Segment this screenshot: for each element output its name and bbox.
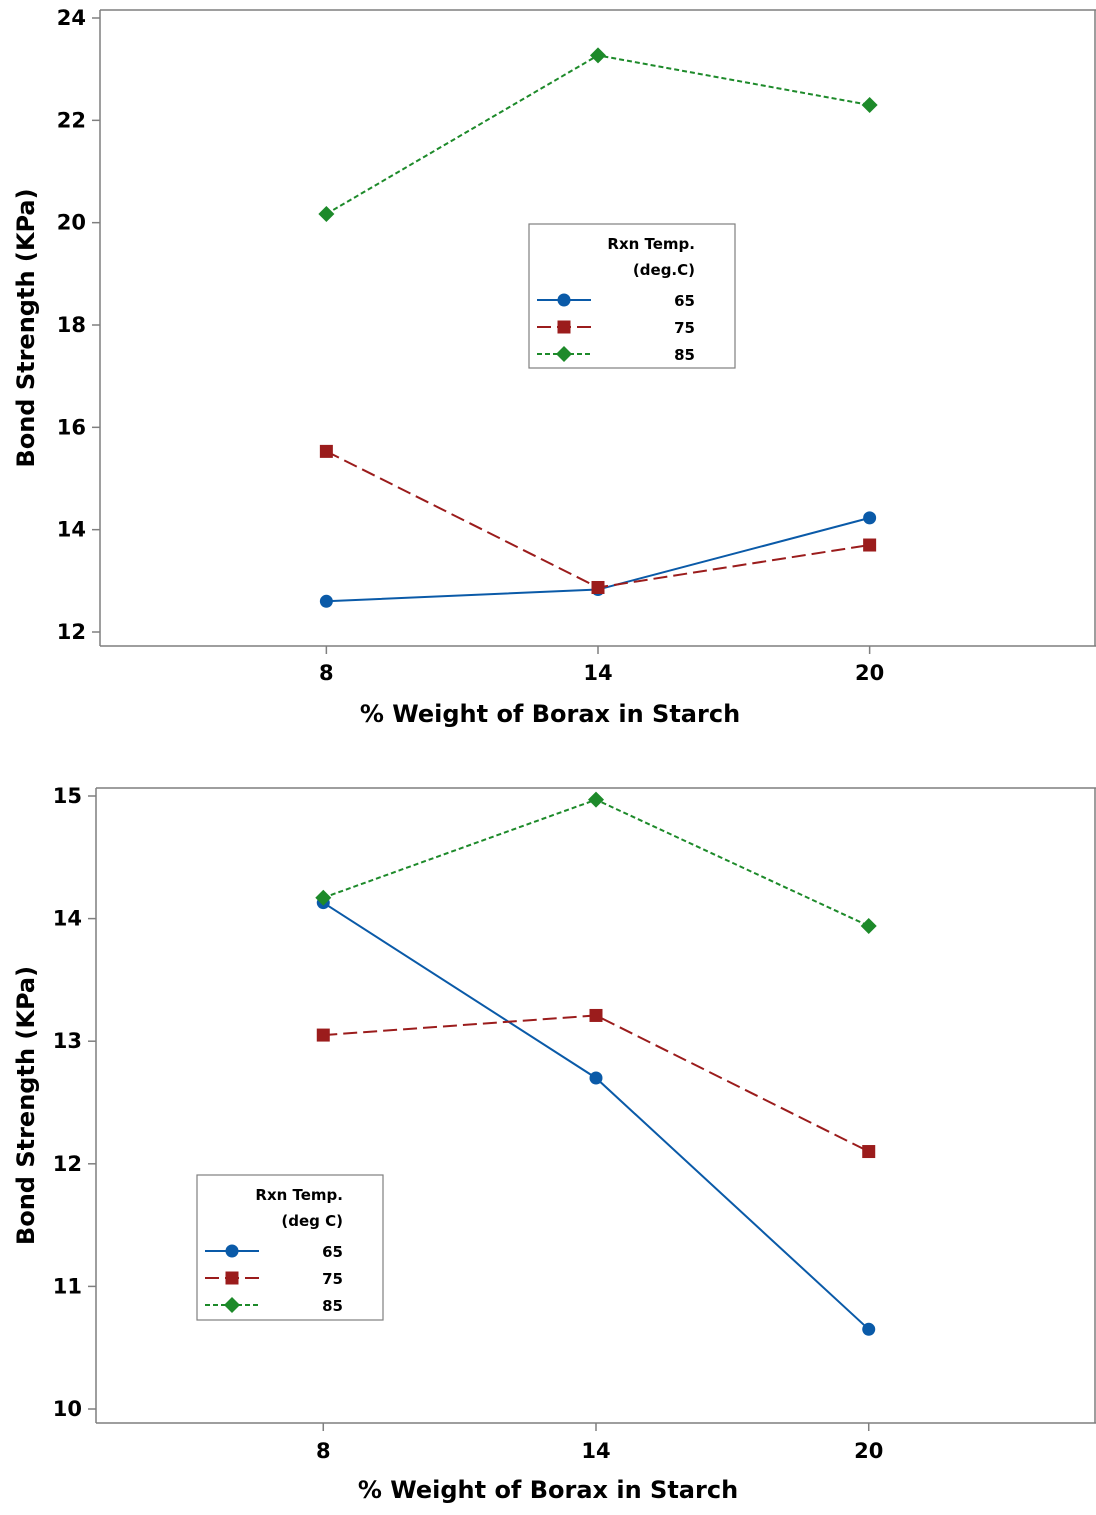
x-axis-title: % Weight of Borax in Starch	[360, 700, 740, 728]
legend: Rxn Temp. (deg C) 65 75 85	[196, 1174, 384, 1321]
legend-label: 75	[322, 1270, 343, 1288]
y-tick-label: 20	[57, 211, 86, 235]
series-line-85	[325, 54, 870, 215]
x-tick-label: 8	[316, 1439, 331, 1463]
y-tick-label: 24	[57, 6, 86, 30]
data-point-75	[863, 538, 877, 552]
legend-swatch-marker	[225, 1271, 239, 1285]
legend: Rxn Temp. (deg.C) 65 75 85	[528, 223, 736, 369]
x-tick-label: 20	[854, 1439, 883, 1463]
legend-title: Rxn Temp.	[255, 1186, 343, 1204]
y-tick-label: 10	[53, 1397, 82, 1421]
series-line-75	[325, 450, 870, 589]
y-tick-label: 12	[57, 620, 86, 644]
x-axis-title: % Weight of Borax in Starch	[358, 1476, 738, 1504]
y-tick-label: 15	[53, 784, 82, 808]
data-point-85	[588, 791, 604, 808]
data-point-75	[862, 1145, 876, 1159]
legend-label: 75	[674, 319, 695, 337]
chart-bottom: 10 11 12 13 14 15 8 14 20 % Weight of Borax in St…	[0, 760, 1096, 1515]
data-point-65	[589, 1071, 603, 1085]
series-85	[315, 791, 877, 934]
x-tick-label: 14	[581, 1439, 610, 1463]
y-tick-label: 22	[57, 108, 86, 132]
y-axis-title: Bond Strength (KPa)	[12, 966, 40, 1245]
y-axis-title: Bond Strength (KPa)	[12, 188, 40, 467]
line-chart-bottom: 10 11 12 13 14 15 8 14 20 % Weight of Borax in St…	[12, 784, 1096, 1504]
data-point-85	[318, 205, 335, 222]
legend-swatch-marker	[557, 293, 571, 307]
legend-label: 85	[674, 346, 695, 364]
data-point-85	[861, 96, 878, 113]
legend-swatch-marker	[224, 1297, 240, 1313]
legend-swatch-marker	[556, 346, 572, 362]
y-tick-label: 13	[53, 1029, 82, 1053]
series-65	[316, 896, 876, 1336]
data-point-85	[860, 917, 877, 934]
series-75	[316, 1008, 876, 1159]
data-point-75	[591, 580, 605, 594]
y-tick-label: 16	[57, 415, 86, 439]
legend-swatch-marker	[225, 1244, 239, 1258]
legend-subtitle: (deg C)	[281, 1212, 343, 1230]
y-tick-label: 14	[57, 518, 86, 542]
x-tick-label: 14	[583, 661, 612, 685]
legend-title: Rxn Temp.	[607, 235, 695, 253]
chart-top: 12 14 16 18 20 22 24 8 14 20 % Weight of Borax in …	[12, 6, 1096, 728]
x-tick-label: 20	[855, 661, 884, 685]
data-point-75	[589, 1008, 603, 1022]
legend-label: 85	[322, 1297, 343, 1315]
data-point-75	[319, 444, 333, 458]
line-chart-top: 12 14 16 18 20 22 24 8 14 20 % Weight of Borax in …	[12, 6, 1096, 728]
series-85	[318, 47, 878, 222]
data-point-85	[590, 47, 606, 64]
data-point-65	[862, 1322, 876, 1336]
series-line-85	[322, 798, 870, 927]
legend-label: 65	[674, 292, 695, 310]
data-point-85	[315, 889, 332, 906]
data-point-65	[319, 594, 333, 608]
y-tick-label: 18	[57, 313, 86, 337]
legend-swatch-marker	[557, 320, 571, 334]
data-point-65	[863, 511, 877, 525]
y-tick-label: 12	[53, 1152, 82, 1176]
legend-subtitle: (deg.C)	[633, 261, 695, 279]
data-point-75	[316, 1028, 330, 1042]
y-tick-label: 14	[53, 907, 82, 931]
series-75	[319, 444, 877, 594]
x-tick-label: 8	[319, 661, 334, 685]
y-tick-label: 11	[53, 1274, 82, 1298]
legend-label: 65	[322, 1243, 343, 1261]
series-line-65	[322, 901, 870, 1331]
